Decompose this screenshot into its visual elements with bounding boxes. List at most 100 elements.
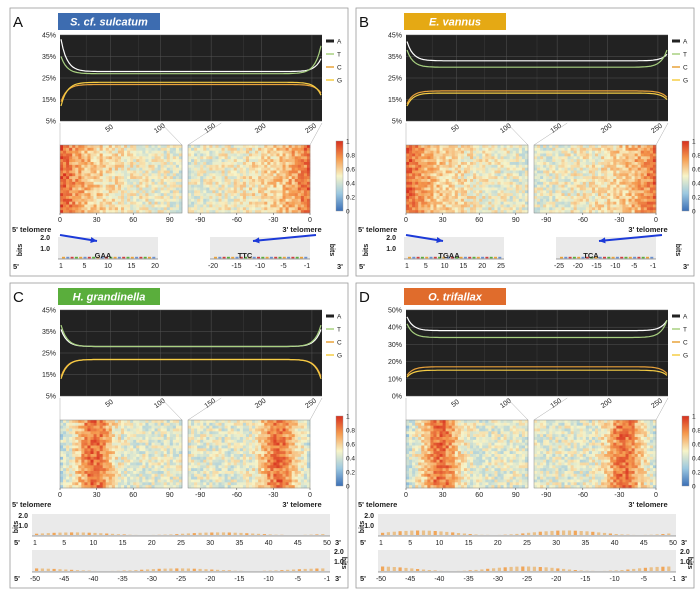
heatmap-cell	[598, 167, 602, 171]
heatmap-cell	[604, 147, 608, 151]
heatmap-cell	[457, 207, 462, 211]
heatmap-cell	[142, 204, 146, 208]
logo-small-letter	[66, 256, 70, 259]
heatmap-cell	[430, 164, 434, 168]
y-tick-label: 35%	[42, 54, 56, 61]
motif-arrow	[252, 234, 317, 244]
heatmap-cell	[640, 159, 645, 163]
heatmap-cell	[197, 170, 201, 174]
heatmap-cell	[252, 201, 256, 205]
heatmap-cell	[136, 150, 140, 154]
heatmap-cell	[573, 167, 577, 171]
heatmap-cell	[497, 198, 501, 202]
heatmap-cell	[500, 145, 504, 149]
heatmap-cell	[90, 198, 94, 202]
heatmap-cell	[588, 162, 593, 166]
heatmap-cell	[540, 210, 544, 214]
heatmap-cell	[133, 442, 137, 446]
heatmap-cell	[209, 204, 213, 208]
heatmap-cell	[576, 198, 581, 202]
heatmap-cell	[427, 187, 431, 191]
heatmap-cell	[616, 201, 620, 205]
heatmap-cell	[191, 159, 195, 163]
heatmap-cell	[249, 159, 253, 163]
heatmap-cell	[549, 164, 553, 168]
heatmap-cell	[105, 482, 110, 486]
heatmap-cell	[595, 153, 599, 157]
heatmap-cell	[169, 204, 174, 208]
heatmap-cell	[252, 164, 256, 168]
heatmap-cell	[60, 156, 64, 160]
heatmap-cell	[549, 159, 553, 163]
heatmap-cell	[610, 184, 614, 188]
heatmap-cell	[442, 164, 446, 168]
heatmap-cell	[127, 425, 131, 429]
logo-small-letter	[278, 256, 282, 259]
heatmap-cell	[87, 471, 91, 475]
heatmap-cell	[273, 193, 277, 197]
heatmap-cell	[297, 173, 302, 177]
heatmap-cell	[427, 167, 431, 171]
heatmap-cell	[261, 159, 265, 163]
heatmap-cell	[224, 153, 228, 157]
heatmap-cell	[224, 193, 228, 197]
heatmap-cell	[640, 167, 645, 171]
heatmap-cell	[160, 153, 164, 157]
heatmap-cell	[75, 468, 79, 472]
heatmap-cell	[561, 184, 565, 188]
heatmap-cell	[87, 448, 91, 452]
heatmap-cell	[66, 173, 70, 177]
heatmap-cell	[117, 439, 122, 443]
heatmap-cell	[585, 181, 590, 185]
heatmap-cell	[69, 147, 73, 151]
heatmap-cell	[72, 485, 76, 489]
heatmap-cell	[63, 176, 67, 180]
heatmap-cell	[570, 196, 574, 200]
heatmap-cell	[448, 167, 453, 171]
heatmap-cell	[63, 167, 67, 171]
heatmap-cell	[497, 187, 501, 191]
heatmap-cell	[200, 181, 204, 185]
heatmap-cell	[485, 179, 489, 183]
heatmap-cell	[139, 210, 143, 214]
heatmap-cell	[549, 150, 553, 154]
heatmap-cell	[99, 482, 103, 486]
heatmap-cell	[90, 448, 94, 452]
heatmap-cell	[282, 150, 286, 154]
heatmap-cell	[267, 147, 271, 151]
heatmap-cell	[224, 159, 228, 163]
heatmap-cell	[206, 145, 210, 149]
heatmap-cell	[500, 193, 504, 197]
heatmap-cell	[649, 159, 654, 163]
heatmap-cell	[105, 473, 110, 477]
heatmap-cell	[279, 167, 283, 171]
heatmap-cell	[75, 422, 79, 426]
heatmap-cell	[604, 162, 608, 166]
heatmap-cell	[136, 468, 140, 472]
heatmap-cell	[421, 164, 425, 168]
logo-small-letter	[70, 256, 74, 259]
heatmap-cell	[601, 159, 605, 163]
logo-small-letter	[646, 256, 649, 259]
heatmap-cell	[634, 145, 638, 149]
heatmap-cell	[261, 190, 265, 194]
heatmap-cell	[230, 173, 235, 177]
heatmap-cell	[142, 428, 146, 432]
heatmap-cell	[166, 150, 171, 154]
heatmap-cell	[117, 187, 122, 191]
heatmap-cell	[154, 445, 158, 449]
heatmap-cell	[467, 190, 471, 194]
heatmap-cell	[78, 156, 82, 160]
heatmap-cell	[427, 145, 431, 149]
heatmap-cell	[570, 173, 574, 177]
logo-small-letter	[135, 256, 139, 259]
heatmap-cell	[421, 181, 425, 185]
heatmap-cell	[102, 468, 107, 472]
logo-small-letter	[442, 256, 446, 259]
heatmap-cell	[188, 167, 192, 171]
heatmap-cell	[649, 193, 654, 197]
heatmap-cell	[427, 179, 431, 183]
heatmap-cell	[646, 187, 651, 191]
heatmap-cell	[273, 190, 277, 194]
heatmap-cell	[267, 176, 271, 180]
